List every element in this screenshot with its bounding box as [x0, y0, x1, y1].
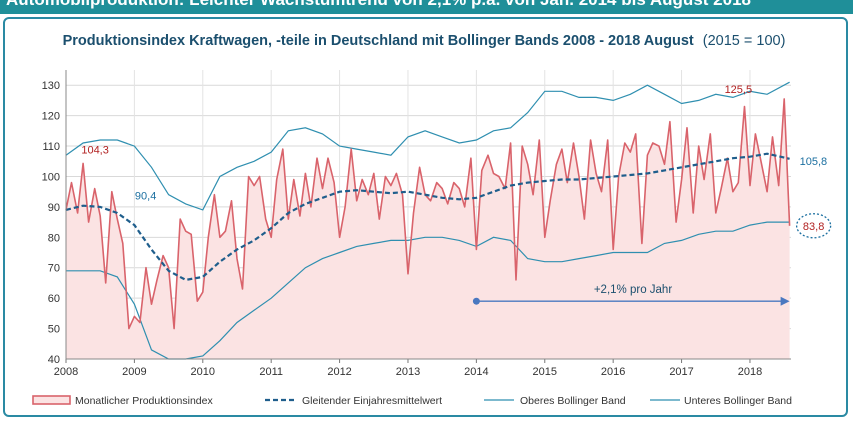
x-tick-label: 2008	[54, 366, 78, 378]
chart-title-suffix: (2015 = 100)	[703, 33, 786, 49]
x-tick-label: 2015	[533, 366, 557, 378]
legend-label: Unteres Bollinger Band	[684, 395, 792, 407]
annotation-label: 105,8	[800, 156, 828, 168]
y-tick-label: 130	[42, 80, 60, 92]
y-tick-label: 90	[48, 202, 60, 214]
x-tick-label: 2013	[396, 366, 420, 378]
chart-title: Produktionsindex Kraftwagen, -teile in D…	[63, 33, 786, 49]
series-moving-average	[65, 152, 790, 282]
legend: Monatlicher Produktionsindex Gleitender E…	[32, 395, 792, 407]
y-tick-label: 40	[48, 354, 60, 366]
y-tick-label: 120	[42, 111, 60, 123]
x-tick-label: 2012	[327, 366, 351, 378]
annotation-label: 83,8	[803, 221, 824, 233]
trend-arrow-start	[472, 297, 480, 305]
banner-title: Automobilproduktion: Leichter Wachstumtr…	[6, 0, 751, 10]
annotation-label: 125,5	[725, 84, 753, 96]
x-tick-label: 2018	[738, 366, 762, 378]
legend-label: Oberes Bollinger Band	[520, 395, 626, 407]
trend-arrow-head	[780, 296, 790, 306]
annotation-circle	[795, 213, 832, 239]
annotations-layer: +2,1% pro Jahr 104,3 90,4 125,5 105,8 83,8	[81, 84, 832, 306]
y-tick-label: 50	[48, 324, 60, 336]
x-tick-label: 2010	[191, 366, 215, 378]
y-tick-label: 60	[48, 293, 60, 305]
x-tick-label: 2016	[601, 366, 625, 378]
annotation-label: 104,3	[81, 144, 109, 156]
page-banner: Automobilproduktion: Leichter Wachstumtr…	[0, 0, 853, 14]
y-tick-label: 110	[42, 141, 60, 153]
y-tick-label: 100	[42, 171, 60, 183]
series-upper-band	[65, 81, 790, 211]
legend-label: Monatlicher Produktionsindex	[75, 395, 213, 407]
x-tick-label: 2011	[259, 366, 283, 378]
series-monthly	[65, 98, 791, 330]
y-tick-label: 70	[48, 263, 60, 275]
legend-label: Gleitender Einjahresmittelwert	[302, 395, 442, 407]
x-tick-label: 2017	[669, 366, 693, 378]
annotation-label: 90,4	[135, 191, 156, 203]
axes-layer: 40 50 60 70 80 90 100 110 120 130 2008 2009 2010 2011…	[42, 70, 791, 378]
chart-title-main: Produktionsindex Kraftwagen, -teile in D…	[63, 33, 694, 49]
legend-swatch-monthly	[32, 395, 71, 405]
trend-label: +2,1% pro Jahr	[594, 284, 672, 296]
x-tick-label: 2009	[122, 366, 146, 378]
x-tick-label: 2014	[464, 366, 488, 378]
y-tick-label: 80	[48, 232, 60, 244]
